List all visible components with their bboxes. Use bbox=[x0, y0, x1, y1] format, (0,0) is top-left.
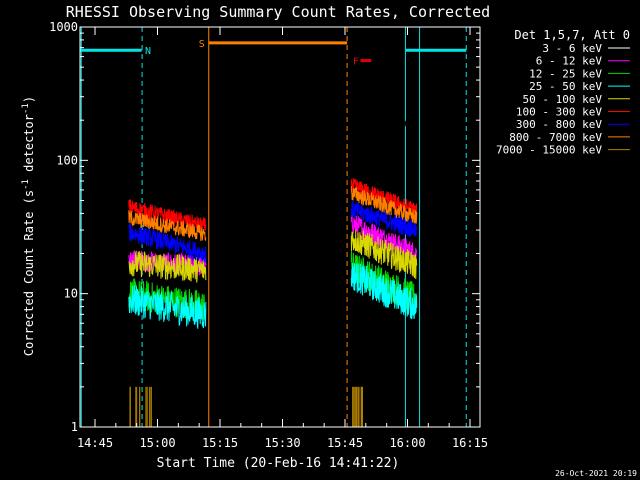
interval-label-night: N bbox=[145, 46, 151, 57]
x-axis-ticks: 14:45 15:00 15:15 15:30 15:45 16:00 16:15 bbox=[77, 27, 488, 450]
series-line bbox=[350, 262, 418, 320]
series-800-7000-kev bbox=[128, 186, 418, 242]
legend-label: 25 - 50 keV bbox=[529, 80, 602, 93]
legend-label: 50 - 100 keV bbox=[523, 93, 603, 106]
legend-label: 100 - 300 keV bbox=[516, 106, 602, 119]
series-6-12-kev bbox=[128, 213, 418, 276]
legend-label: 300 - 800 keV bbox=[516, 118, 602, 131]
series-7000-15000-kev bbox=[129, 386, 364, 427]
series-300-800-kev bbox=[128, 200, 418, 263]
series-line bbox=[128, 250, 207, 283]
series-line bbox=[350, 229, 418, 280]
y-axis-label-mid: detector bbox=[22, 114, 36, 179]
series-line bbox=[350, 213, 418, 263]
series-line bbox=[128, 222, 207, 263]
chart-title: RHESSI Observing Summary Count Rates, Co… bbox=[66, 3, 490, 21]
y-tick-label: 100 bbox=[56, 153, 78, 167]
y-tick-label: 1000 bbox=[49, 20, 78, 34]
legend-label: 7000 - 15000 keV bbox=[496, 144, 602, 157]
x-tick-label: 15:00 bbox=[139, 436, 175, 450]
plot-frame bbox=[79, 26, 481, 428]
series-line bbox=[128, 285, 207, 329]
y-axis-label-sup2: -1 bbox=[21, 103, 31, 114]
series-line bbox=[128, 118, 207, 128]
y-tick-label: 10 bbox=[64, 287, 78, 301]
legend-label: 12 - 25 keV bbox=[529, 67, 602, 80]
series-50-100-kev bbox=[128, 229, 418, 283]
x-tick-label: 14:45 bbox=[77, 436, 113, 450]
y-axis-label-main: Corrected Count Rate (s bbox=[22, 190, 36, 356]
series-line bbox=[350, 116, 418, 127]
series-line bbox=[128, 250, 207, 276]
y-axis-label-end: ) bbox=[22, 96, 36, 103]
legend-label: 6 - 12 keV bbox=[536, 55, 603, 68]
x-tick-label: 16:00 bbox=[389, 436, 425, 450]
x-tick-label: 15:45 bbox=[327, 436, 363, 450]
timestamp: 26-Oct-2021 20:19 bbox=[555, 469, 637, 478]
interval-label-flare: F bbox=[353, 57, 359, 68]
y-axis-label: Corrected Count Rate (s-1 detector-1) bbox=[21, 96, 36, 356]
y-axis-label-sup1: -1 bbox=[21, 179, 31, 190]
x-tick-label: 16:15 bbox=[452, 436, 488, 450]
y-tick-label: 1 bbox=[71, 420, 78, 434]
data-series bbox=[128, 116, 418, 427]
series-line bbox=[128, 210, 207, 242]
x-tick-label: 15:15 bbox=[202, 436, 238, 450]
series-25-50-kev bbox=[128, 262, 418, 329]
y-axis-ticks: 1 10 100 1000 bbox=[49, 20, 480, 434]
legend-label: 800 - 7000 keV bbox=[509, 131, 602, 144]
interval-label-saa: S bbox=[199, 39, 205, 50]
legend-label: 3 - 6 keV bbox=[542, 42, 602, 55]
x-axis-label: Start Time (20-Feb-16 14:41:22) bbox=[157, 456, 400, 471]
series-line bbox=[350, 200, 418, 238]
series-line bbox=[350, 186, 418, 224]
legend-header: Det 1,5,7, Att 0 bbox=[514, 28, 630, 42]
series-3-6-kev bbox=[128, 116, 418, 128]
x-tick-label: 15:30 bbox=[264, 436, 300, 450]
observing-intervals: N S F bbox=[80, 39, 467, 68]
